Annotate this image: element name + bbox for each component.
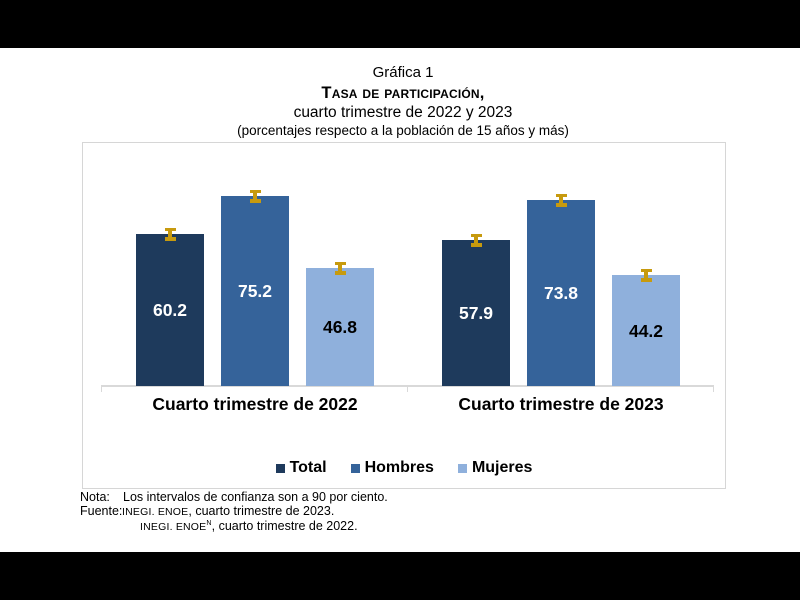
source-label: Fuente: [80,504,123,518]
error-bar-stem [644,270,648,280]
bar-mujeres-2023 [612,275,680,386]
bar-value-label-total-2022: 60.2 [152,300,188,320]
error-bar-stem [168,229,172,239]
bar-hombres-2023 [527,200,595,386]
error-bar-stem [338,263,342,273]
chart-subtitle-period: cuarto trimestre de 2022 y 2023 [293,104,513,121]
legend-swatch-mujeres [457,463,467,473]
chart-title-block: Gráfica 1 Tasa de participación, cuarto … [3,63,800,139]
source-line-2023: INEGI. ENOE, cuarto trimestre de 2023. [122,504,334,519]
chart-main-title: Tasa de participación, [321,84,485,102]
axis-tick-left [101,385,102,392]
error-bar-stem [559,195,563,205]
error-bar-marker-hombres-2023 [555,193,567,207]
note-text: Los intervalos de confianza son a 90 por… [123,490,388,504]
legend-label-hombres: Hombres [364,459,434,476]
bar-value-label-total-2023: 57.9 [458,303,494,323]
bar-total-2022 [136,234,204,386]
bar-mujeres-2022 [306,268,374,386]
source-line-2022: INEGI. ENOEN, cuarto trimestre de 2022. [140,519,358,534]
axis-tick-right [713,385,714,392]
top-letterbox-band [0,0,800,48]
error-bar-marker-mujeres-2023 [640,268,652,282]
chart-legend: Total Hombres Mujeres [83,459,725,477]
axis-tick-center [407,385,408,392]
legend-item-total: Total [275,459,327,477]
error-bar-marker-total-2023 [470,233,482,247]
legend-label-mujeres: Mujeres [471,459,533,476]
bottom-letterbox-band [0,552,800,600]
error-bar-stem [253,191,257,201]
category-label-2022: Cuarto trimestre de 2022 [152,394,358,414]
source-rest-2023: , cuarto trimestre de 2023. [188,504,335,518]
source-org-2022: INEGI. ENOE [140,521,207,533]
bar-value-label-hombres-2022: 75.2 [237,281,273,301]
category-label-2023: Cuarto trimestre de 2023 [458,394,664,414]
error-bar-marker-hombres-2022 [249,189,261,203]
source-org-superscript: N [206,519,212,527]
error-bar-marker-mujeres-2022 [334,261,346,275]
bar-value-label-mujeres-2022: 46.8 [322,317,358,337]
legend-label-total: Total [289,459,327,476]
chart-number-title: Gráfica 1 [372,64,434,81]
bar-total-2023 [442,240,510,386]
legend-swatch-total [275,463,285,473]
legend-swatch-hombres [350,463,360,473]
legend-item-hombres: Hombres [350,459,434,477]
legend-item-mujeres: Mujeres [457,459,533,477]
note-label: Nota: [80,490,110,504]
bar-hombres-2022 [221,196,289,386]
bar-value-label-mujeres-2023: 44.2 [628,320,664,341]
bar-value-label-hombres-2023: 73.8 [543,283,579,303]
chart-frame: 60.2 75.2 46.8 57.9 73.8 44.2 Cuarto trimestr… [82,142,726,489]
source-rest-2022: , cuarto trimestre de 2022. [211,519,358,533]
error-bar-marker-total-2022 [164,227,176,241]
chart-subtitle-units: (porcentajes respecto a la población de … [237,123,569,138]
error-bar-stem [474,235,478,245]
source-org-2023: INEGI. ENOE [122,506,189,518]
